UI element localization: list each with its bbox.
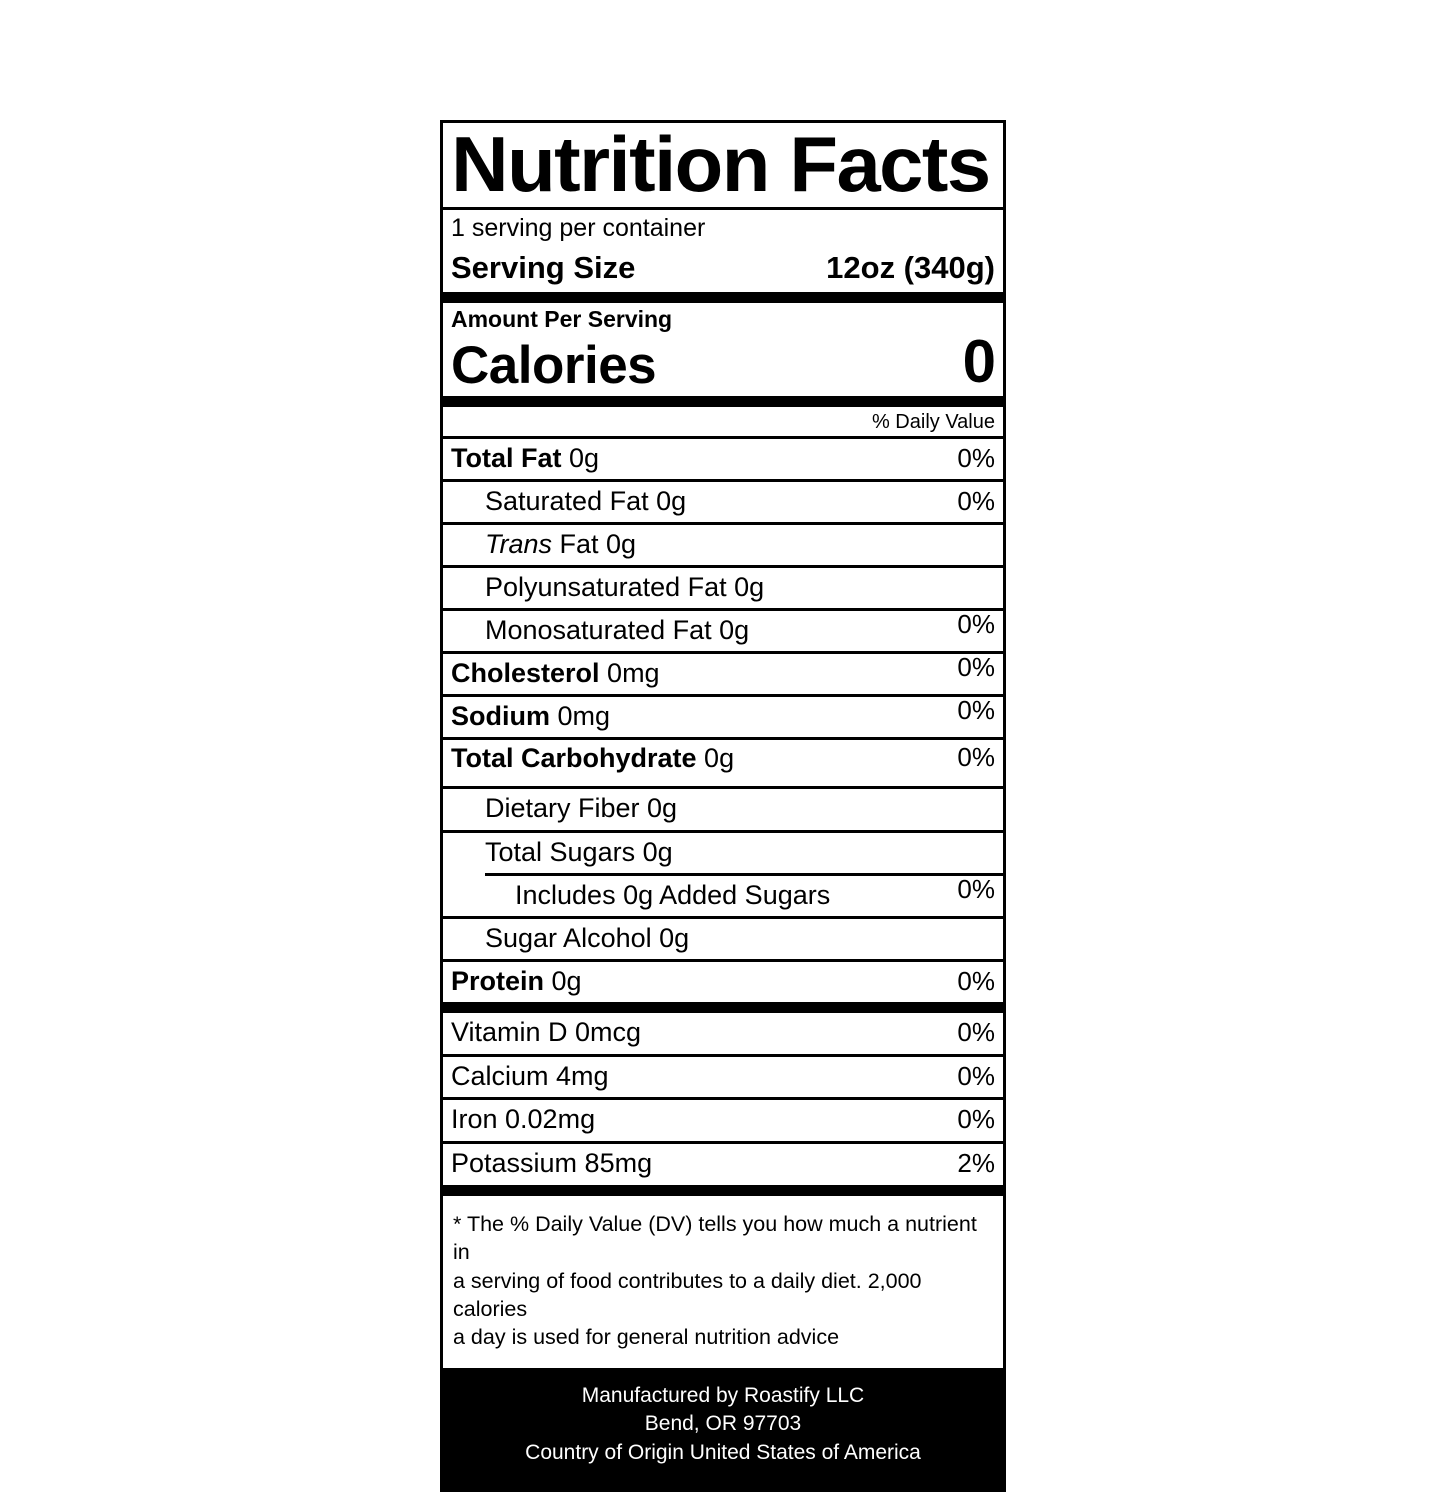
nutrient-name: Sugar Alcohol 0g <box>485 922 690 953</box>
vitamin-dv: 0% <box>957 1060 995 1091</box>
divider-row <box>443 737 1003 741</box>
divider-row <box>443 565 1003 569</box>
divider-row <box>443 1097 1003 1101</box>
nutrient-dv: 0% <box>957 873 995 904</box>
vitamin-row-vitamin-d: Vitamin D 0mcg 0% <box>443 1013 1003 1054</box>
nutrient-row-protein: Protein 0g 0% <box>443 962 1003 1002</box>
vitamin-name: Iron 0.02mg <box>451 1104 596 1135</box>
divider-above-vitamins <box>443 1001 1003 1013</box>
nutrient-name: Total Carbohydrate 0g <box>451 743 735 774</box>
nutrient-name: Total Fat 0g <box>451 442 600 473</box>
footnote-line: * The % Daily Value (DV) tells you how m… <box>453 1211 977 1265</box>
divider-dv-header <box>443 435 1003 439</box>
divider-row <box>443 786 1003 790</box>
manufacturer-line: Bend, OR 97703 <box>644 1412 802 1436</box>
nutrient-name: Polyunsaturated Fat 0g <box>485 572 765 603</box>
calories-value: 0 <box>962 327 996 395</box>
vitamin-dv: 0% <box>957 1016 995 1047</box>
nutrition-facts-panel: Nutrition Facts 1 serving per container … <box>440 120 1006 1492</box>
nutrient-row-sodium: Sodium 0mg 0% <box>443 695 1003 737</box>
amount-per-serving-label: Amount Per Serving <box>451 306 673 333</box>
calories-label: Calories <box>451 335 657 395</box>
vitamin-row-calcium: Calcium 4mg 0% <box>443 1057 1003 1098</box>
divider-title <box>443 207 1003 211</box>
divider-row <box>443 651 1003 655</box>
divider-row <box>443 478 1003 482</box>
nutrient-row-total-sugars: Total Sugars 0g <box>443 833 1003 873</box>
divider-row-partial-wrap <box>443 872 1003 876</box>
nutrient-row-monosaturated-fat: Monosaturated Fat 0g 0% <box>443 609 1003 651</box>
divider-row <box>443 694 1003 698</box>
nutrient-row-saturated-fat: Saturated Fat 0g 0% <box>443 482 1003 522</box>
serving-size-label: Serving Size <box>451 249 636 285</box>
nutrient-row-polyunsaturated-fat: Polyunsaturated Fat 0g <box>443 568 1003 608</box>
nutrient-name: Monosaturated Fat 0g <box>485 615 750 646</box>
nutrient-dv: 0% <box>957 652 995 683</box>
nutrient-row-total-carbohydrate: Total Carbohydrate 0g 0% <box>443 740 1003 786</box>
manufacturer-line: Country of Origin United States of Ameri… <box>525 1440 921 1464</box>
calories-block: Amount Per Serving Calories 0 <box>443 303 1003 396</box>
servings-per-container: 1 serving per container <box>451 214 706 243</box>
divider-below-calories <box>443 395 1003 407</box>
nutrient-name: Saturated Fat 0g <box>485 485 687 516</box>
vitamin-dv: 0% <box>957 1104 995 1135</box>
nutrient-dv: 0% <box>957 485 995 516</box>
divider-row-partial <box>485 872 1003 876</box>
nutrient-dv: 0% <box>957 742 995 773</box>
nutrient-dv: 0% <box>957 609 995 640</box>
divider-above-footnote <box>443 1184 1003 1196</box>
nutrient-row-trans-fat: Trans Fat 0g <box>443 525 1003 565</box>
vitamin-name: Vitamin D 0mcg <box>451 1016 642 1047</box>
calories-row: Calories 0 <box>451 327 996 395</box>
footnote-line: a day is used for general nutrition advi… <box>453 1325 840 1350</box>
nutrient-row-sugar-alcohol: Sugar Alcohol 0g <box>443 919 1003 959</box>
nutrient-dv: 0% <box>957 442 995 473</box>
nutrient-row-cholesterol: Cholesterol 0mg 0% <box>443 652 1003 694</box>
nutrient-dv: 0% <box>957 965 995 996</box>
vitamin-name: Potassium 85mg <box>451 1148 653 1179</box>
nutrient-name: Total Sugars 0g <box>485 836 673 867</box>
nutrient-name: Protein 0g <box>451 965 582 996</box>
divider-row <box>443 608 1003 612</box>
daily-value-footnote: * The % Daily Value (DV) tells you how m… <box>443 1196 1003 1368</box>
nutrient-row-dietary-fiber: Dietary Fiber 0g <box>443 789 1003 829</box>
nutrient-name: Cholesterol 0mg <box>451 658 660 689</box>
nutrient-name: Trans Fat 0g <box>485 528 637 559</box>
serving-block: 1 serving per container Serving Size 12o… <box>443 210 1003 292</box>
nutrient-name: Sodium 0mg <box>451 701 611 732</box>
vitamin-name: Calcium 4mg <box>451 1060 609 1091</box>
divider-row <box>443 958 1003 962</box>
vitamin-row-iron: Iron 0.02mg 0% <box>443 1100 1003 1141</box>
manufacturer-footer: Manufactured by Roastify LLC Bend, OR 97… <box>443 1367 1003 1489</box>
nutrient-name: Includes 0g Added Sugars <box>515 879 831 910</box>
nutrient-name: Dietary Fiber 0g <box>485 793 678 824</box>
divider-row <box>443 1141 1003 1145</box>
nutrient-row-total-fat: Total Fat 0g 0% <box>443 439 1003 479</box>
divider-row <box>443 1053 1003 1057</box>
divider-row <box>443 521 1003 525</box>
footnote-line: a serving of food contributes to a daily… <box>453 1268 922 1322</box>
nutrient-row-added-sugars: Includes 0g Added Sugars 0% <box>443 873 1003 916</box>
manufacturer-line: Manufactured by Roastify LLC <box>581 1383 865 1407</box>
divider-above-calories <box>443 292 1003 304</box>
daily-value-header: % Daily Value <box>871 410 995 433</box>
serving-size-value: 12oz (340g) <box>826 249 995 285</box>
page-title: Nutrition Facts <box>451 120 991 208</box>
nutrient-dv: 0% <box>957 695 995 726</box>
serving-size-row: Serving Size 12oz (340g) <box>451 248 995 288</box>
vitamin-dv: 2% <box>957 1148 995 1179</box>
divider-row <box>443 829 1003 833</box>
divider-row <box>443 915 1003 919</box>
vitamin-row-potassium: Potassium 85mg 2% <box>443 1144 1003 1185</box>
